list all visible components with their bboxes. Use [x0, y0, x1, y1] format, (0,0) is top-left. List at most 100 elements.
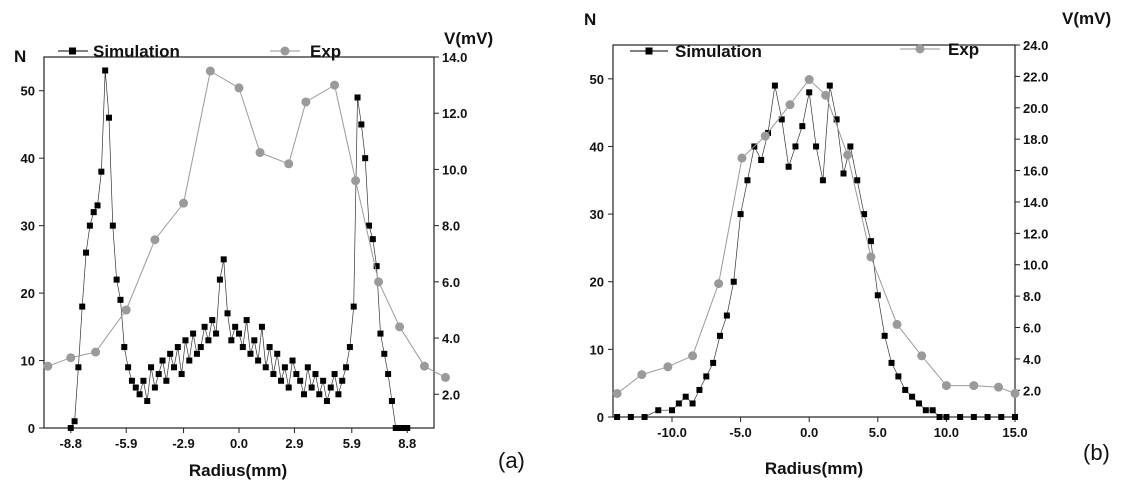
panel-a-y-left-label: N	[14, 47, 26, 66]
panel-a-simulation-point	[366, 222, 372, 229]
panel-b-simulation-point	[998, 414, 1005, 420]
panel-a-simulation-point	[102, 67, 109, 74]
panel-a-exp-point	[330, 80, 340, 90]
panel-a-exp-point	[301, 97, 311, 107]
panel-b-exp-point	[760, 131, 770, 141]
panel-b-simulation-point	[874, 292, 881, 299]
panel-a-simulation-point	[205, 337, 212, 344]
panel-b-simulation-point	[840, 170, 847, 177]
panel-a-simulation-point	[132, 384, 139, 391]
panel-a-simulation-point	[171, 364, 177, 371]
panel-b-legend-sim-marker	[645, 47, 653, 55]
panel-b-simulation-point	[703, 373, 710, 380]
panel-a-exp-point	[205, 66, 215, 76]
panel-b-simulation-point	[785, 163, 792, 170]
panel-a-simulation-point	[159, 357, 166, 364]
panel-a-simulation-point	[381, 350, 388, 357]
panel-b-simulation-point	[641, 414, 648, 420]
panel-b-exp-point	[612, 388, 622, 398]
panel-b-exp-line	[616, 78, 1016, 394]
panel-b-y-right-tick-label: 12.0	[1023, 226, 1048, 241]
panel-a-simulation-point	[274, 350, 281, 357]
panel-a-simulation-point	[320, 377, 327, 384]
panel-a-simulation-point	[94, 202, 101, 209]
panel-a-simulation-point	[335, 391, 342, 398]
panel-a-simulation-point	[232, 323, 239, 330]
panel-b-simulation-point	[771, 82, 778, 89]
panel-a-exp-point	[284, 159, 294, 169]
panel-a-exp-point	[395, 322, 405, 332]
panel-a-y-right-tick-label: 2.0	[442, 387, 460, 402]
panel-b-simulation-point	[792, 143, 799, 150]
panel-a-simulation-point	[354, 94, 361, 101]
panel-b-simulation-point	[717, 332, 724, 339]
panel-a-simulation-point	[113, 276, 120, 283]
panel-a-simulation-point	[327, 384, 334, 391]
panel-a-simulation-point	[155, 371, 162, 378]
panel-a-y-right-ticks: 2.0 4.0 6.0 8.0 10.0 12.0 14.0	[434, 50, 467, 402]
panel-b-simulation-point	[943, 414, 950, 420]
panel-a-simulation-point	[362, 155, 369, 162]
panel-b-simulation-point	[915, 400, 922, 407]
panel-a-simulation-point	[400, 425, 407, 431]
panel-a-y-left-tick-label: 30	[21, 219, 35, 234]
panel-a-simulation-point	[404, 425, 411, 431]
panel-b-simulation-point	[778, 116, 785, 123]
panel-b-simulation-point	[799, 123, 806, 130]
panel-a-simulation-point	[144, 398, 151, 405]
panel-a-exp-point	[351, 176, 361, 186]
panel-b-x-label: Radius(mm)	[765, 459, 863, 478]
panel-b-simulation-point	[806, 89, 813, 96]
panel-a-exp-point	[419, 361, 429, 371]
panel-a-simulation-point	[308, 384, 315, 391]
panel-b-simulation-point	[710, 359, 717, 366]
panel-a-simulation-point	[339, 377, 346, 384]
panel-a-x-label: Radius(mm)	[189, 461, 287, 480]
panel-b-x-ticks: -10.0 -5.0 0.0 5.0 10.0 15.0	[657, 417, 1028, 440]
panel-b-exp-point	[821, 90, 831, 100]
panel-a-exp-point	[179, 198, 189, 208]
panel-b-simulation-point	[737, 211, 744, 218]
panel-a-simulation-point	[243, 317, 250, 324]
panel-a-y-right-tick-label: 6.0	[442, 275, 460, 290]
panel-a-simulation-point	[178, 371, 185, 378]
panel-a-simulation-point	[373, 263, 380, 270]
panel-b-simulation-point	[847, 143, 854, 150]
panel-b-simulation-point	[970, 414, 977, 420]
panel-a-simulation-point	[106, 114, 112, 121]
panel-b-y-right-tick-label: 16.0	[1023, 164, 1048, 179]
panel-b-simulation-point	[929, 407, 936, 414]
panel-b-simulation-point	[758, 156, 765, 163]
panel-b-y-left-tick-label: 10	[590, 342, 604, 357]
panel-a-y-left-tick-label: 50	[21, 84, 35, 99]
panel-b-simulation-point	[861, 211, 868, 218]
panel-b-exp-point	[737, 153, 747, 163]
panel-a-simulation-point	[316, 391, 323, 398]
panel-a-simulation-point	[121, 344, 128, 351]
panel-b-x-tick-label: -5.0	[729, 425, 751, 440]
panel-b-simulation-point	[922, 407, 929, 414]
panel-b-simulation-point	[813, 143, 820, 150]
panel-a-simulation-line	[70, 70, 408, 429]
panel-b-simulation-point	[689, 400, 696, 407]
panel-b-x-tick-label: 0.0	[800, 425, 818, 440]
panel-b-simulation-point	[723, 312, 730, 319]
panel-a-simulation-point	[285, 384, 292, 391]
panel-b-y-left-tick-label: 0	[597, 410, 604, 425]
panel-a-x-tick-label: 8.8	[398, 436, 416, 451]
panel-b-simulation-line	[617, 85, 1015, 418]
panel-b-x-tick-label: 15.0	[1002, 425, 1027, 440]
panel-b-simulation-point	[984, 414, 991, 420]
panel-a-simulation-point	[209, 317, 216, 324]
panel-a-x-tick-label: 0.0	[230, 436, 248, 451]
panel-a-simulation-point	[369, 236, 376, 243]
panel-a-exp-point	[43, 361, 53, 371]
panel-a-simulation-point	[151, 384, 158, 391]
panel-a-legend-exp-marker	[280, 46, 290, 56]
panel-a-simulation-point	[79, 303, 86, 310]
panel-a-x-tick-label: 5.9	[343, 436, 361, 451]
panel-a-simulation-point	[323, 398, 330, 405]
panel-a-simulation-point	[136, 391, 143, 398]
panel-a-simulation-point	[220, 256, 227, 263]
